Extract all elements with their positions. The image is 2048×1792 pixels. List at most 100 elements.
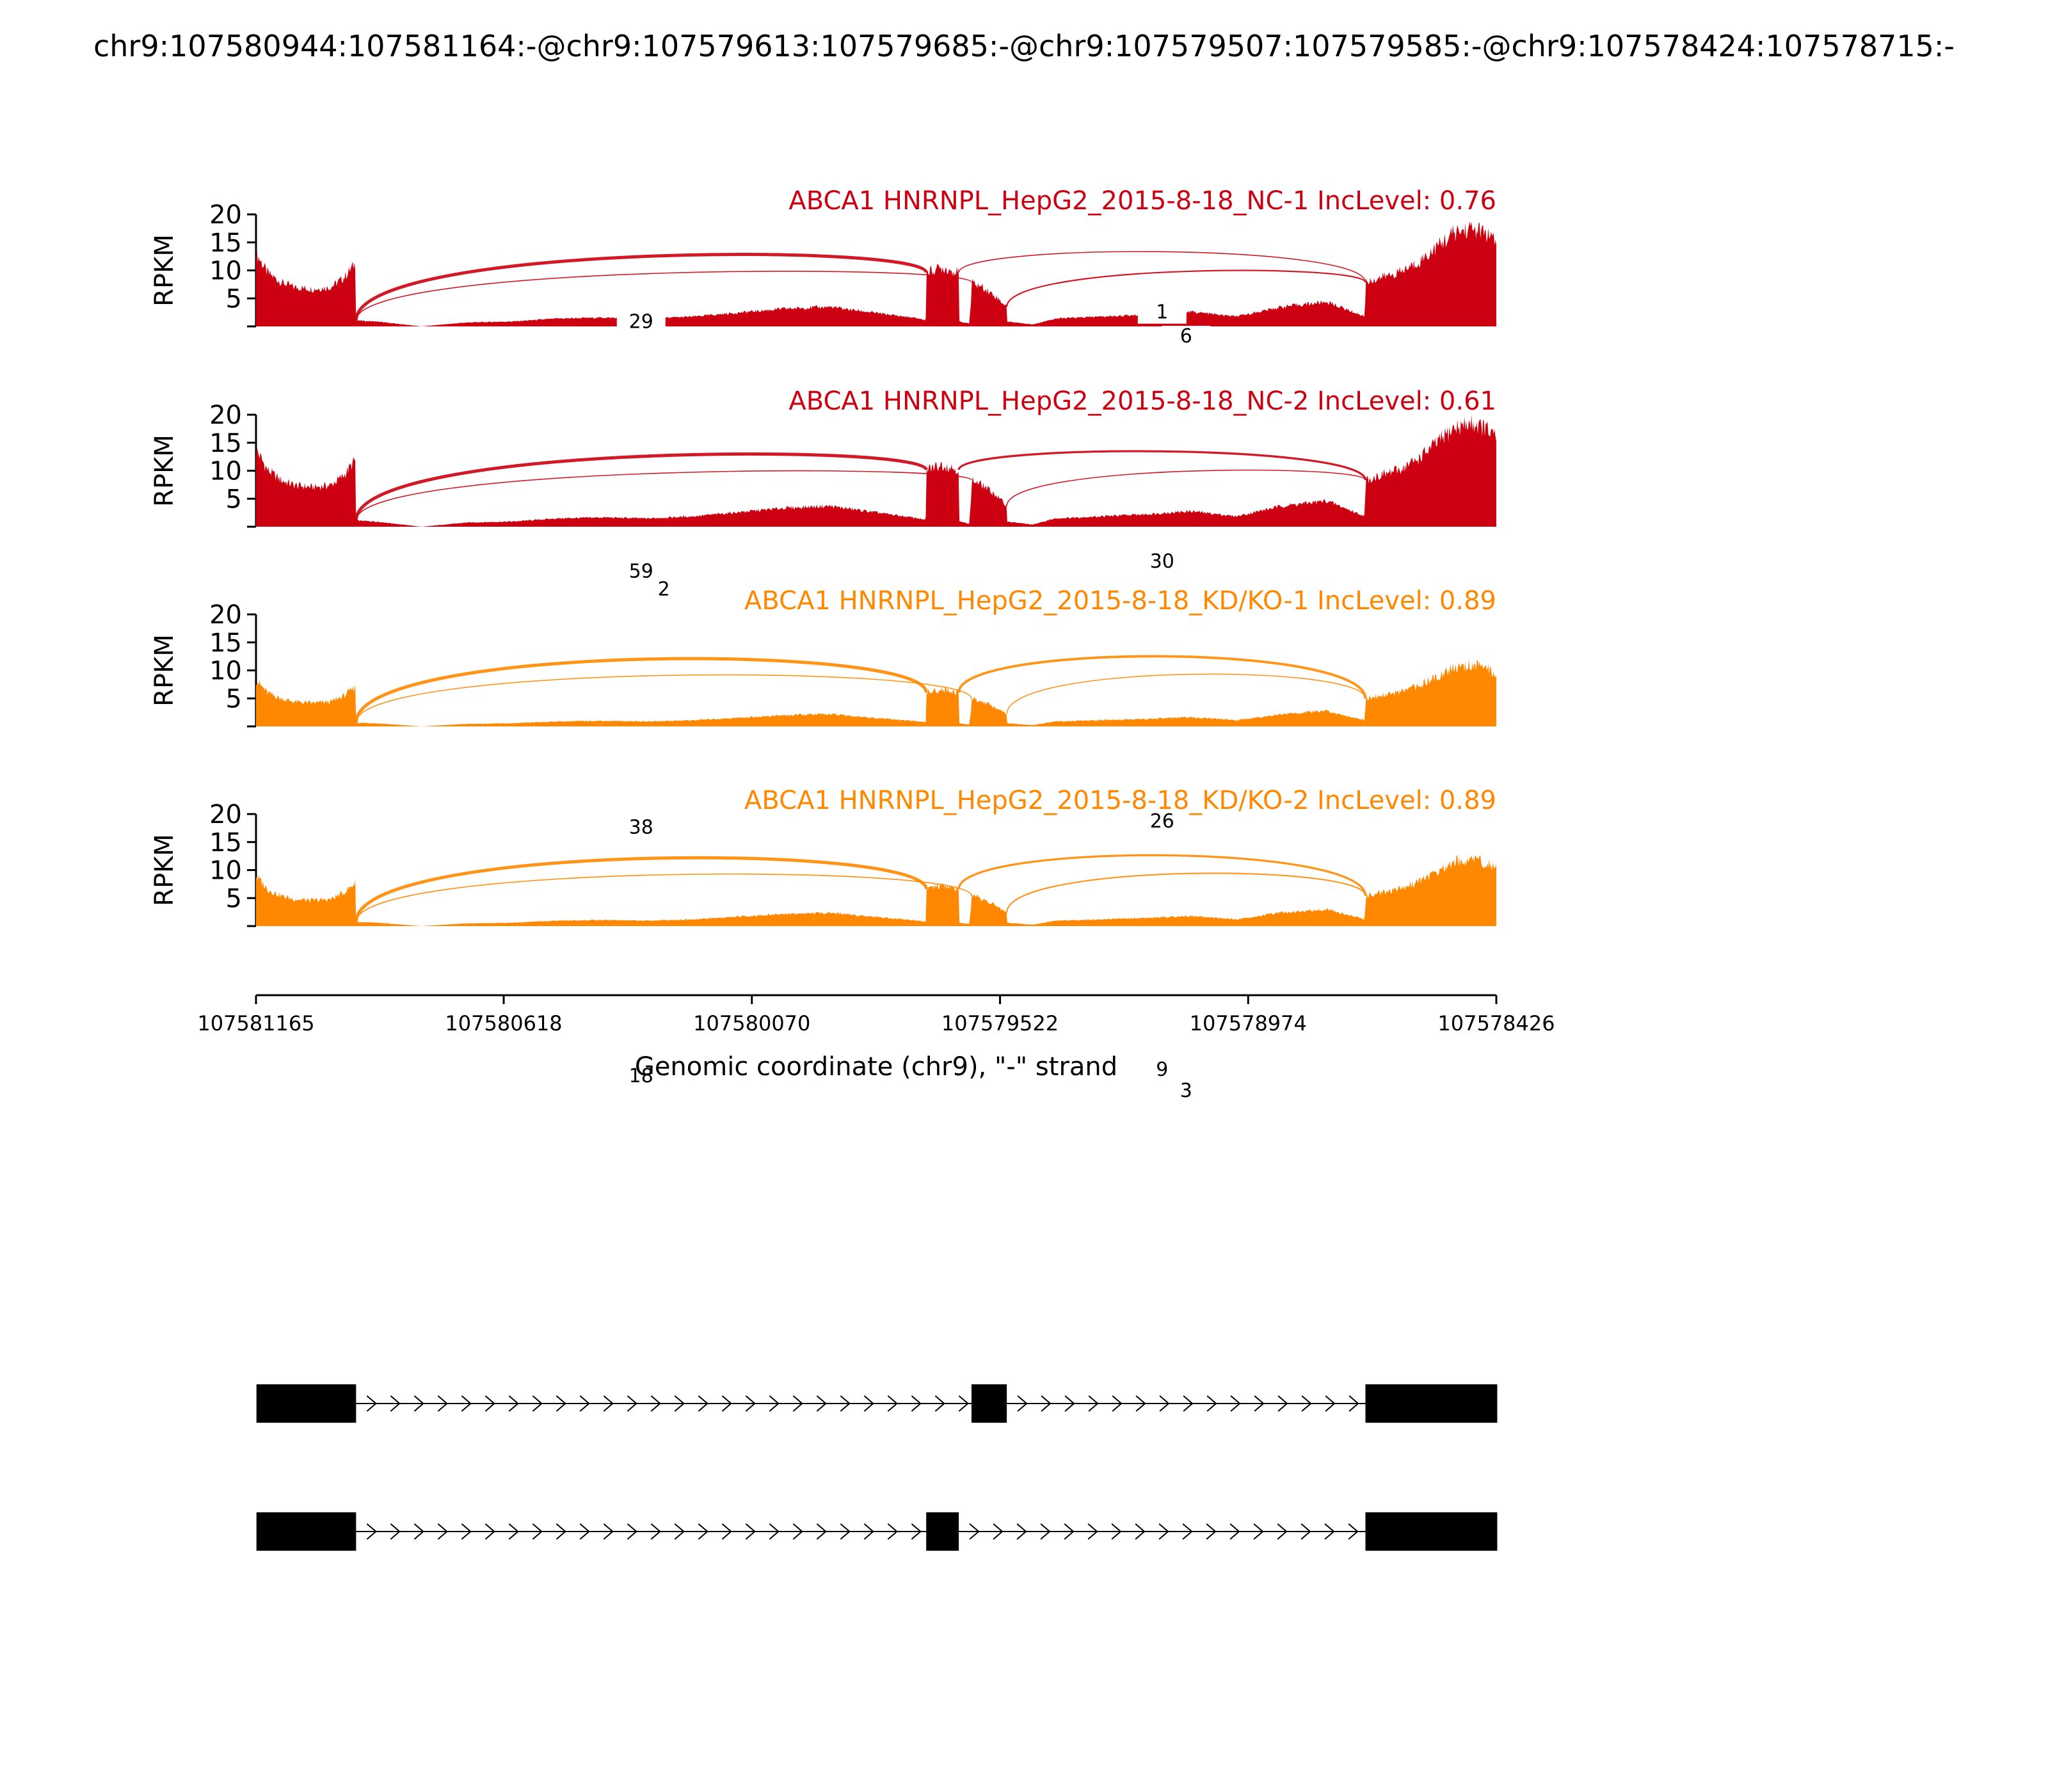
strand-arrow [1088, 1395, 1099, 1412]
y-tick-label: 10 [209, 457, 242, 486]
strand-arrow [792, 1523, 803, 1540]
strand-arrow [1183, 1395, 1194, 1412]
coverage-area [256, 221, 1496, 326]
strand-arrow [887, 1395, 898, 1412]
strand-arrow [1040, 1523, 1051, 1540]
strand-arrow [532, 1395, 543, 1412]
strand-arrow [1348, 1523, 1359, 1540]
x-axis: Genomic coordinate (chr9), "-" strand 10… [197, 994, 1555, 1082]
y-axis-label: RPKM [150, 234, 179, 307]
junction-arc [1006, 269, 1366, 307]
strand-arrow [958, 1395, 969, 1412]
sample-label: ABCA1 HNRNPL_HepG2_2015-8-18_KD/KO-2 Inc… [744, 786, 1496, 815]
strand-arrow [627, 1395, 637, 1412]
strand-arrow [969, 1523, 980, 1540]
y-tick-label: 20 [209, 401, 242, 430]
junction-count-label: 26 [1150, 810, 1174, 833]
junction-arc [1006, 469, 1366, 506]
x-axis-label: Genomic coordinate (chr9), "-" strand [635, 1052, 1117, 1082]
strand-arrow [1087, 1523, 1098, 1540]
strand-arrow [390, 1523, 401, 1540]
strand-arrow [579, 1523, 590, 1540]
strand-arrow [1206, 1523, 1217, 1540]
strand-arrow [1230, 1395, 1241, 1412]
strand-arrow [508, 1395, 519, 1412]
strand-arrow [461, 1395, 472, 1412]
exon-block [1365, 1512, 1498, 1551]
strand-arrow [413, 1523, 424, 1540]
strand-arrow [1064, 1395, 1075, 1412]
y-tick-label: 15 [209, 228, 242, 258]
isoform-row [256, 1384, 1498, 1423]
junction-count-label: 29 [629, 311, 653, 333]
strand-arrow [437, 1523, 448, 1540]
strand-arrow [1158, 1523, 1169, 1540]
strand-arrow [745, 1395, 756, 1412]
strand-arrow [1254, 1395, 1265, 1412]
strand-arrow [911, 1523, 922, 1540]
y-tick-label: 10 [209, 856, 242, 886]
junction-count-label: 1 [1156, 301, 1168, 324]
junction-label-bg [1162, 1080, 1211, 1103]
strand-arrow [1277, 1523, 1288, 1540]
junction-arc [355, 470, 972, 521]
strand-arrow [674, 1395, 685, 1412]
exon-block [256, 1512, 356, 1551]
strand-arrow [816, 1395, 827, 1412]
junction-arc [355, 270, 972, 321]
strand-arrow [769, 1395, 780, 1412]
junction-arc [958, 251, 1366, 283]
y-tick-label: 10 [209, 257, 242, 286]
y-axis-label: RPKM [150, 435, 179, 507]
junction-count-label: 6 [1180, 325, 1192, 348]
strand-arrow [437, 1395, 448, 1412]
strand-arrow [816, 1523, 827, 1540]
strand-arrow [603, 1395, 614, 1412]
strand-arrow [579, 1395, 590, 1412]
strand-arrow [461, 1523, 472, 1540]
junction-count-label: 9 [1156, 1059, 1168, 1081]
y-tick-label: 15 [209, 628, 242, 658]
junction-count-label: 2 [658, 579, 670, 601]
strand-arrow [1111, 1523, 1122, 1540]
strand-arrow [840, 1523, 851, 1540]
strand-arrow [532, 1523, 543, 1540]
strand-arrow [627, 1523, 637, 1540]
strand-arrow [1325, 1395, 1336, 1412]
x-tick-label: 107578426 [1437, 1011, 1555, 1036]
junction-arc [355, 674, 972, 723]
junction-label-bg [1137, 1059, 1187, 1081]
exon-block [256, 1384, 356, 1423]
x-tick-label: 107581165 [197, 1011, 314, 1036]
y-tick-label: 10 [209, 657, 242, 686]
strand-arrow [1324, 1523, 1335, 1540]
y-tick-label: 20 [209, 600, 242, 630]
coverage-area [256, 855, 1496, 926]
strand-arrow [1348, 1395, 1359, 1412]
strand-arrow [1135, 1523, 1146, 1540]
strand-arrow [1253, 1523, 1264, 1540]
strand-arrow [603, 1523, 614, 1540]
strand-arrow [993, 1523, 1004, 1540]
strand-arrow [1135, 1395, 1146, 1412]
sample-label: ABCA1 HNRNPL_HepG2_2015-8-18_NC-2 IncLev… [788, 387, 1496, 416]
strand-arrow [484, 1395, 495, 1412]
junction-arc [354, 253, 928, 321]
strand-arrow [863, 1523, 874, 1540]
junction-label-bg [639, 579, 689, 601]
sample-label: ABCA1 HNRNPL_HepG2_2015-8-18_NC-1 IncLev… [788, 186, 1496, 216]
y-axis-label: RPKM [150, 834, 179, 906]
junction-count-label: 38 [629, 817, 653, 839]
strand-arrow [769, 1523, 780, 1540]
strand-arrow [556, 1395, 566, 1412]
strand-arrow [721, 1395, 732, 1412]
strand-arrow [1206, 1395, 1217, 1412]
strand-arrow [650, 1395, 661, 1412]
strand-arrow [863, 1395, 874, 1412]
y-tick-label: 15 [209, 429, 242, 458]
junction-count-label: 3 [1180, 1080, 1192, 1102]
